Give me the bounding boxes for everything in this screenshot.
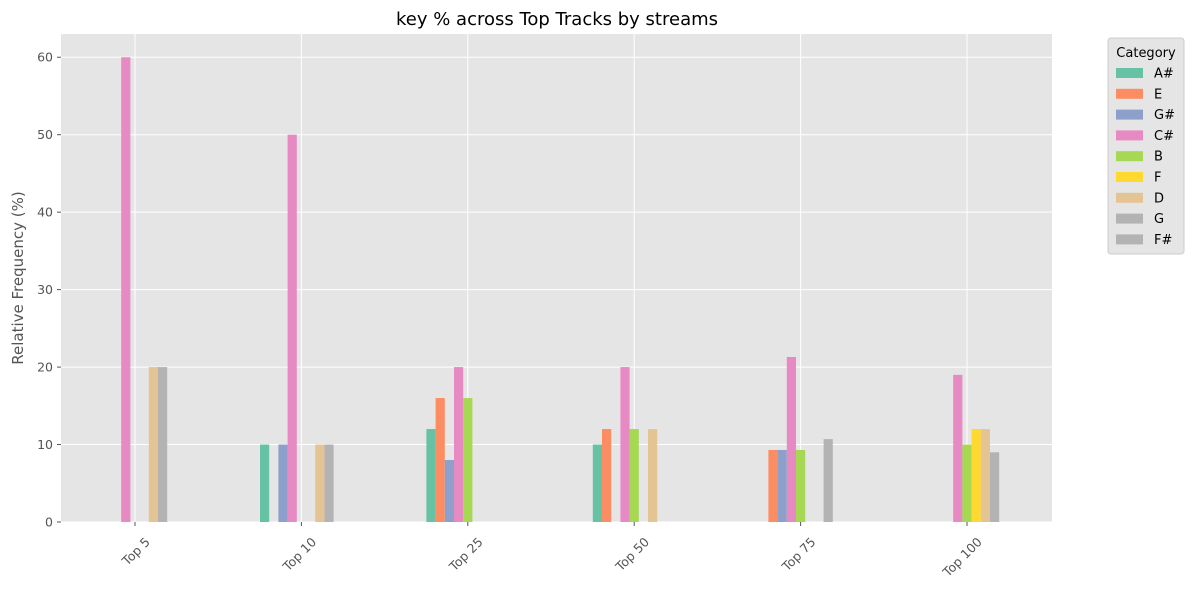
legend-label: F	[1154, 171, 1161, 186]
bar-G-Top 100	[990, 452, 1000, 522]
legend-item: C#	[1116, 129, 1174, 144]
bar-E-Top 25	[435, 398, 445, 522]
legend-label: G	[1154, 212, 1164, 227]
bar-B-Top 75	[796, 449, 806, 522]
legend-swatch	[1116, 234, 1143, 245]
legend-label: A#	[1154, 67, 1174, 82]
legend-swatch	[1116, 213, 1143, 224]
bar-G#-Top 25	[444, 460, 454, 522]
legend-item: D	[1116, 191, 1164, 206]
bar-C#-Top 5	[121, 57, 131, 522]
legend-swatch	[1116, 151, 1143, 162]
chart-title: key % across Top Tracks by streams	[396, 9, 718, 30]
x-tick-label: Top 50	[612, 534, 652, 574]
y-tick-label: 20	[37, 360, 53, 375]
y-tick-label: 10	[37, 437, 53, 452]
bar-C#-Top 75	[786, 357, 796, 522]
bar-D-Top 50	[648, 429, 658, 522]
bar-B-Top 50	[629, 429, 639, 522]
bar-D-Top 5	[148, 367, 158, 522]
y-tick-label: 60	[37, 50, 53, 65]
y-axis-ticks: 0 10 20 30 40 50 60	[37, 50, 61, 530]
legend-swatch	[1116, 109, 1143, 120]
y-tick-label: 50	[37, 127, 53, 142]
bar-G-Top 75	[823, 439, 833, 522]
legend-item: B	[1116, 150, 1163, 165]
bar-E-Top 50	[602, 429, 612, 522]
bars	[121, 57, 1000, 522]
bar-B-Top 100	[962, 444, 972, 522]
legend-label: D	[1154, 191, 1164, 206]
legend-item: E	[1116, 87, 1162, 102]
x-tick-label: Top 100	[939, 534, 985, 580]
bar-D-Top 10	[315, 444, 325, 522]
bar-A#-Top 10	[260, 444, 270, 522]
x-axis-ticks: Top 5 Top 10 Top 25 Top 50 Top 75 Top 100	[118, 522, 985, 580]
legend-swatch	[1116, 192, 1143, 203]
bar-G#-Top 75	[777, 449, 787, 522]
legend-item: G	[1116, 212, 1164, 227]
legend-label: C#	[1154, 129, 1174, 144]
bar-C#-Top 100	[953, 374, 963, 522]
legend-label: B	[1154, 150, 1163, 165]
bar-D-Top 100	[980, 429, 990, 522]
legend-label: G#	[1154, 108, 1175, 123]
bar-G-Top 5	[158, 367, 168, 522]
y-tick-label: 0	[45, 515, 53, 530]
plot-area	[61, 34, 1052, 522]
bar-C#-Top 10	[287, 134, 297, 522]
x-tick-label: Top 10	[279, 534, 319, 574]
y-tick-label: 30	[37, 282, 53, 297]
bar-C#-Top 25	[454, 367, 464, 522]
bar-F-Top 100	[971, 429, 981, 522]
bar-G#-Top 10	[278, 444, 288, 522]
legend-item: G#	[1116, 108, 1175, 123]
bar-G-Top 10	[324, 444, 334, 522]
legend-title: Category	[1116, 46, 1176, 61]
legend-label: F#	[1154, 233, 1172, 248]
legend-label: E	[1154, 87, 1162, 102]
x-tick-label: Top 75	[778, 534, 818, 574]
bar-E-Top 75	[768, 449, 778, 522]
y-axis-label: Relative Frequency (%)	[9, 191, 27, 364]
bar-A#-Top 50	[592, 444, 602, 522]
legend-item: F	[1116, 171, 1161, 186]
bar-B-Top 25	[463, 398, 473, 522]
y-tick-label: 40	[37, 205, 53, 220]
legend-swatch	[1116, 68, 1143, 78]
legend-swatch	[1116, 130, 1143, 141]
legend-item: F#	[1116, 233, 1172, 248]
legend-item: A#	[1116, 67, 1174, 82]
bar-A#-Top 25	[426, 429, 436, 522]
legend-swatch	[1116, 172, 1143, 182]
x-tick-label: Top 5	[118, 534, 153, 569]
grid	[61, 34, 1052, 523]
bar-C#-Top 50	[620, 367, 630, 522]
x-tick-label: Top 25	[445, 534, 485, 574]
legend-swatch	[1116, 88, 1143, 99]
